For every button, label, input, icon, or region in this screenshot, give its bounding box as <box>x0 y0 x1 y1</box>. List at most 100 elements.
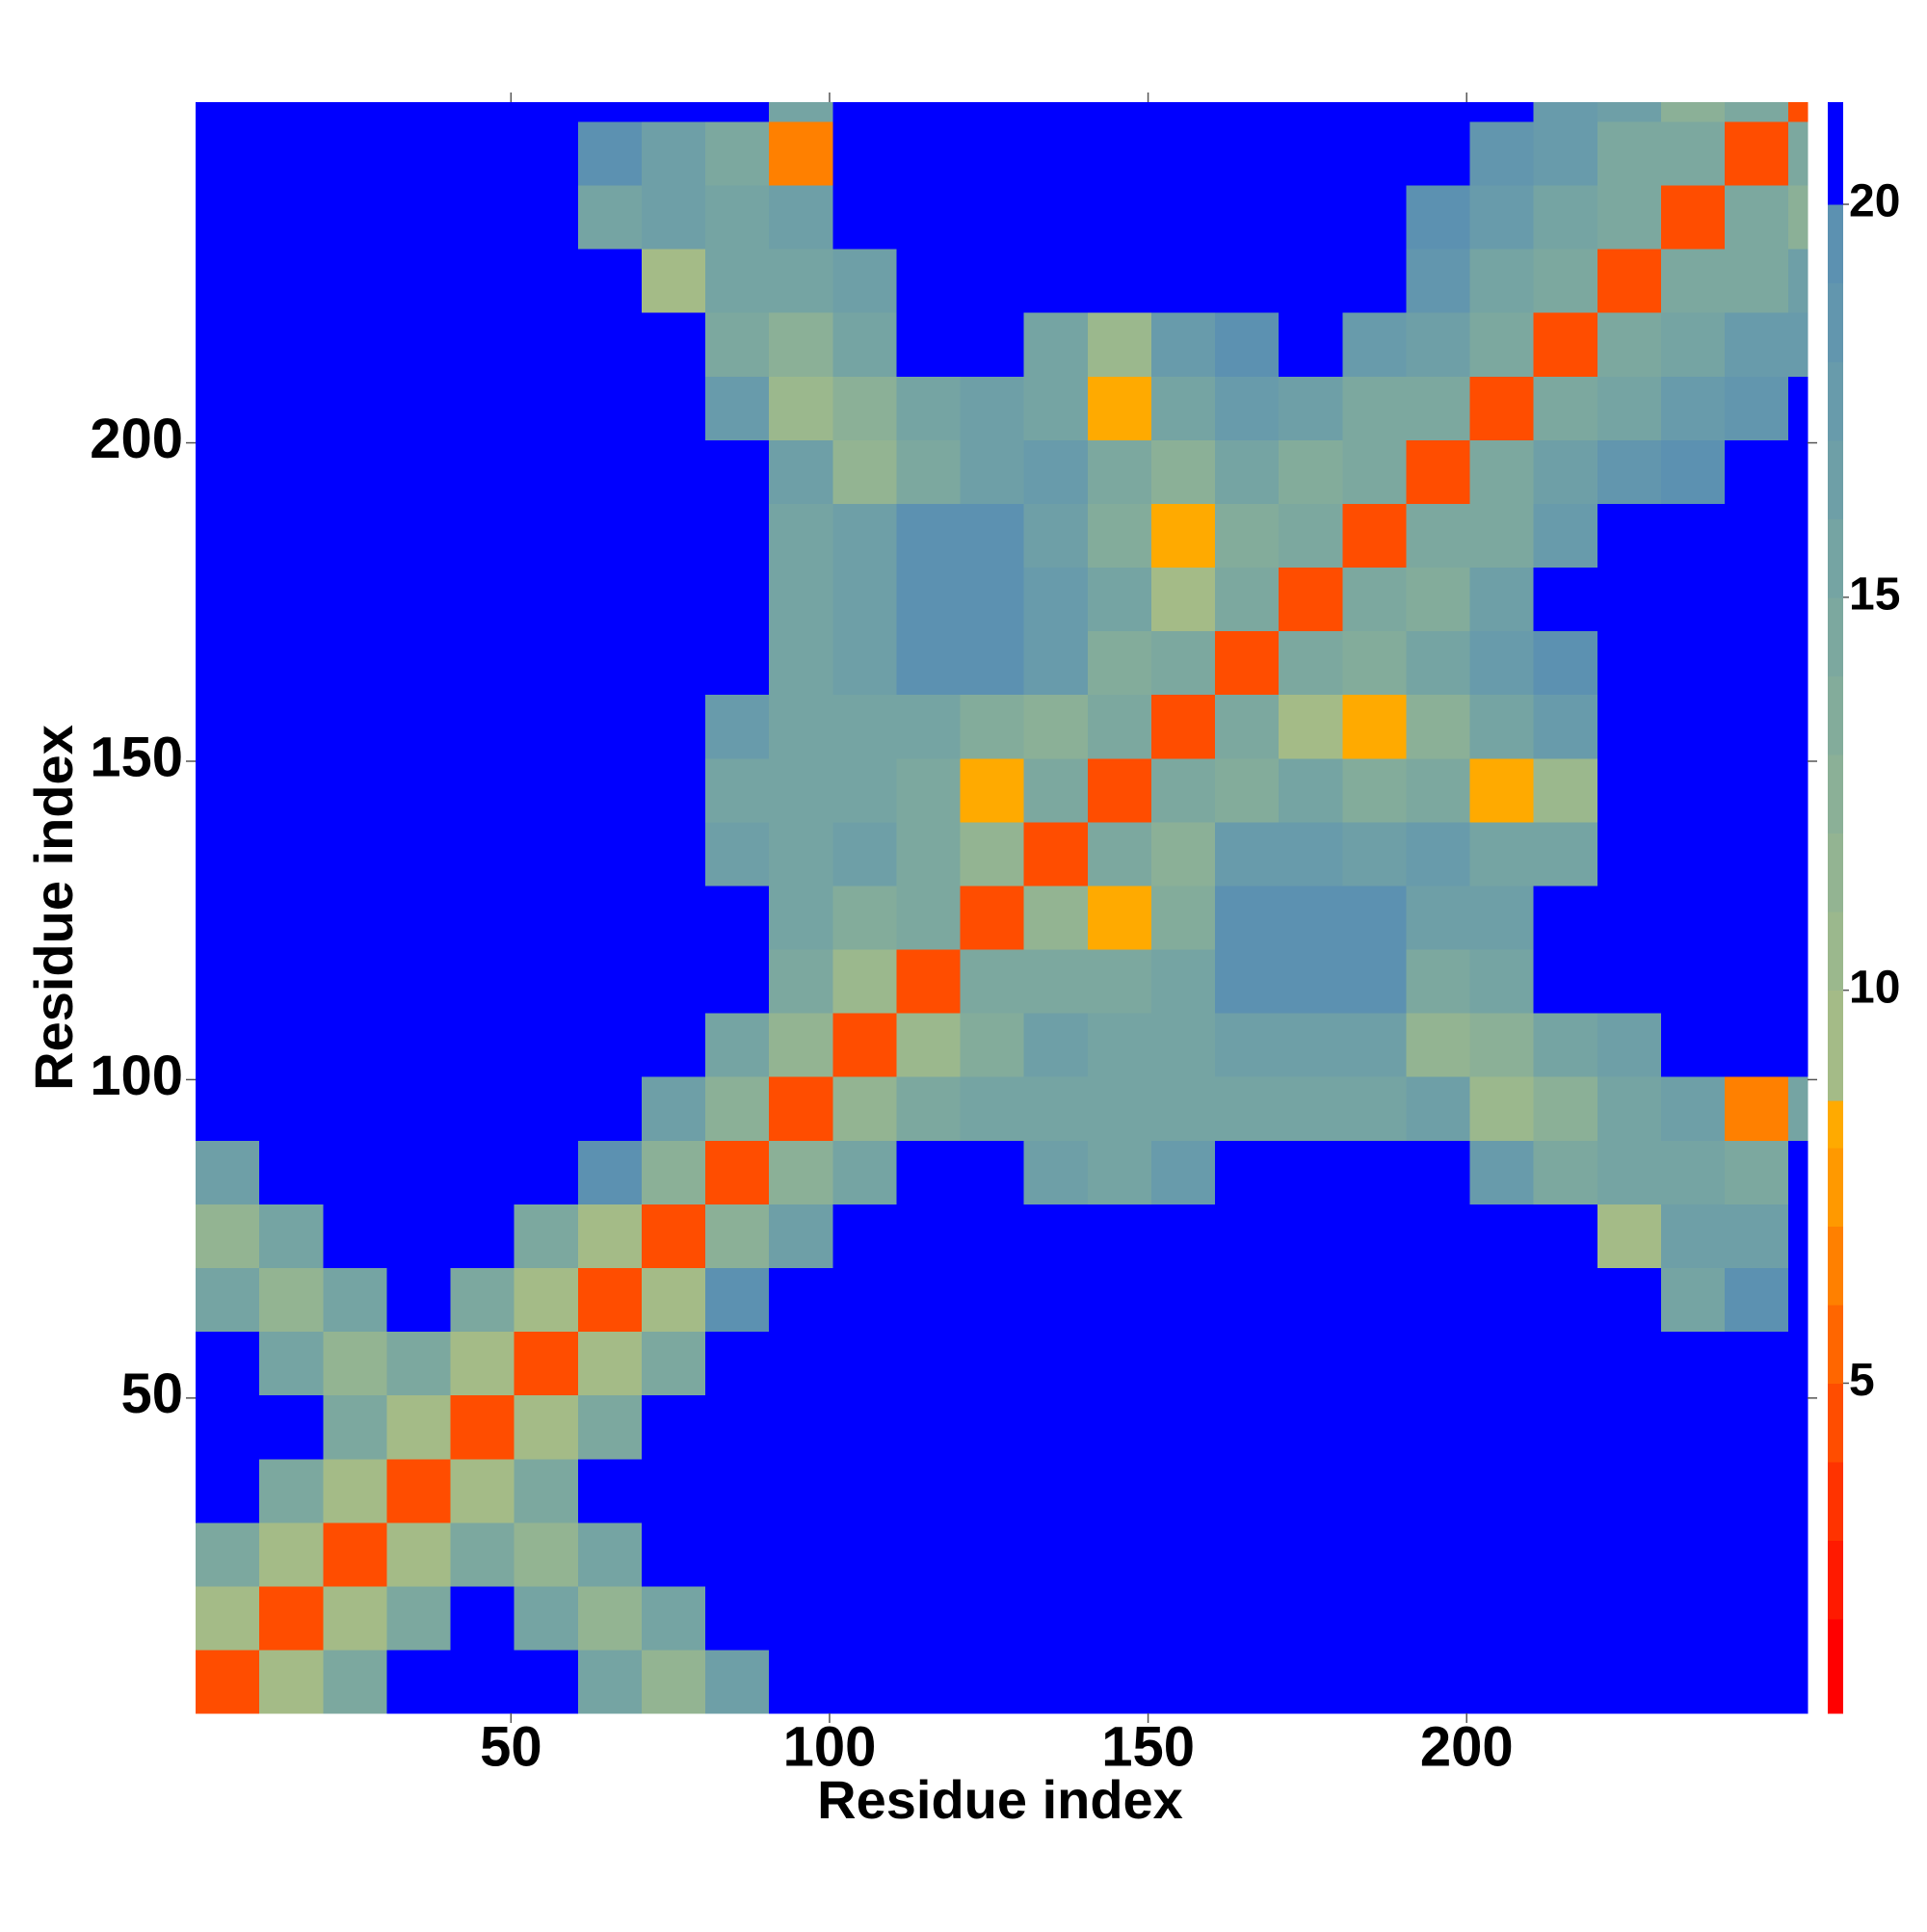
heatmap-cell <box>259 567 324 632</box>
heatmap-cell <box>1469 249 1535 313</box>
heatmap-cell <box>641 694 706 759</box>
heatmap-cell <box>1469 948 1535 1014</box>
heatmap-cell <box>259 312 324 377</box>
heatmap-cell <box>896 1076 962 1141</box>
heatmap-cell <box>577 1585 643 1651</box>
heatmap-cell <box>386 1585 452 1651</box>
heatmap-cell <box>259 1076 324 1141</box>
heatmap-cell <box>1725 757 1789 823</box>
heatmap-cell <box>386 1458 452 1523</box>
heatmap-cell <box>1342 439 1408 504</box>
heatmap-cell <box>514 1649 579 1714</box>
heatmap-cell <box>450 1585 515 1651</box>
heatmap-cell <box>769 439 833 504</box>
heatmap-cell <box>1150 184 1216 250</box>
heatmap-cell <box>323 1267 387 1333</box>
heatmap-cell <box>1406 1458 1471 1523</box>
heatmap-cell <box>1087 503 1152 569</box>
colorbar-band <box>1828 1099 1843 1149</box>
heatmap-cell <box>1150 948 1216 1014</box>
heatmap-cell <box>259 1458 324 1523</box>
heatmap-cell <box>705 1458 770 1523</box>
heatmap-cell <box>705 630 770 696</box>
heatmap-cell <box>1279 1649 1343 1714</box>
heatmap-cell <box>577 567 643 632</box>
heatmap-cell <box>514 102 579 122</box>
heatmap-cell <box>1406 1204 1471 1268</box>
heatmap-cell <box>896 1267 962 1333</box>
heatmap-cell <box>514 1267 579 1333</box>
x-axis-title: Residue index <box>817 1769 1183 1830</box>
heatmap-cell <box>323 1522 387 1587</box>
heatmap-cell <box>1533 439 1598 504</box>
heatmap-cell <box>1788 1585 1808 1651</box>
heatmap-cell <box>641 885 706 950</box>
heatmap-cell <box>1406 757 1471 823</box>
heatmap-cell <box>1597 1522 1662 1587</box>
heatmap-cell <box>1150 1140 1216 1204</box>
heatmap-cell <box>1023 885 1089 950</box>
heatmap-cell <box>641 184 706 250</box>
colorbar-tick-label: 5 <box>1849 1355 1875 1406</box>
heatmap-cell <box>450 1013 515 1077</box>
heatmap-cell <box>1725 630 1789 696</box>
heatmap-cell <box>1279 1585 1343 1651</box>
heatmap-cell <box>1469 120 1535 186</box>
heatmap-cell <box>514 249 579 313</box>
heatmap-cell <box>832 1649 897 1714</box>
heatmap-cell <box>1406 885 1471 950</box>
heatmap-cell <box>1469 1013 1535 1077</box>
heatmap-cell <box>450 630 515 696</box>
heatmap-cell <box>1279 567 1343 632</box>
heatmap-cell <box>1150 249 1216 313</box>
heatmap-cell <box>514 1013 579 1077</box>
heatmap-cell <box>259 630 324 696</box>
heatmap-cell <box>896 630 962 696</box>
heatmap-cell <box>1023 439 1089 504</box>
heatmap-cell <box>577 948 643 1014</box>
heatmap-cell <box>196 102 260 122</box>
heatmap-cell <box>1342 757 1408 823</box>
heatmap-cell <box>641 120 706 186</box>
heatmap-cell <box>769 821 833 887</box>
heatmap-cell <box>1725 184 1789 250</box>
heatmap-cell <box>896 1204 962 1268</box>
heatmap-cell <box>196 1331 260 1396</box>
heatmap-cell <box>259 1267 324 1333</box>
heatmap-cell <box>323 1394 387 1460</box>
heatmap-cell <box>1342 1394 1408 1460</box>
heatmap-cell <box>1788 312 1808 377</box>
heatmap-cell <box>514 1522 579 1587</box>
heatmap-cell <box>1725 1140 1789 1204</box>
heatmap-cell <box>1150 821 1216 887</box>
heatmap-cell <box>1660 1140 1726 1204</box>
heatmap-cell <box>323 1076 387 1141</box>
heatmap-cell <box>1406 1585 1471 1651</box>
heatmap-cell <box>960 1522 1025 1587</box>
heatmap-cell <box>1725 1204 1789 1268</box>
heatmap-cell <box>960 1076 1025 1141</box>
heatmap-cell <box>896 249 962 313</box>
heatmap-cell <box>1533 503 1598 569</box>
heatmap-cell <box>1597 102 1662 122</box>
heatmap-cell <box>577 312 643 377</box>
heatmap-cell <box>1023 376 1089 440</box>
heatmap-cell <box>960 694 1025 759</box>
colorbar-band <box>1828 1147 1843 1227</box>
heatmap-cell <box>1533 376 1598 440</box>
heatmap-cell <box>1087 630 1152 696</box>
heatmap-cell <box>1725 821 1789 887</box>
heatmap-cell <box>259 1331 324 1396</box>
heatmap-cell <box>386 1204 452 1268</box>
heatmap-cell <box>514 184 579 250</box>
heatmap-cell <box>577 1649 643 1714</box>
heatmap-cell <box>960 630 1025 696</box>
colorbar-band <box>1828 754 1843 834</box>
heatmap-cell <box>1725 567 1789 632</box>
heatmap-cell <box>1533 1140 1598 1204</box>
heatmap-cell <box>1023 184 1089 250</box>
heatmap-cell <box>769 1076 833 1141</box>
heatmap-cell <box>1279 1140 1343 1204</box>
heatmap-cell <box>705 102 770 122</box>
heatmap-cell <box>896 948 962 1014</box>
